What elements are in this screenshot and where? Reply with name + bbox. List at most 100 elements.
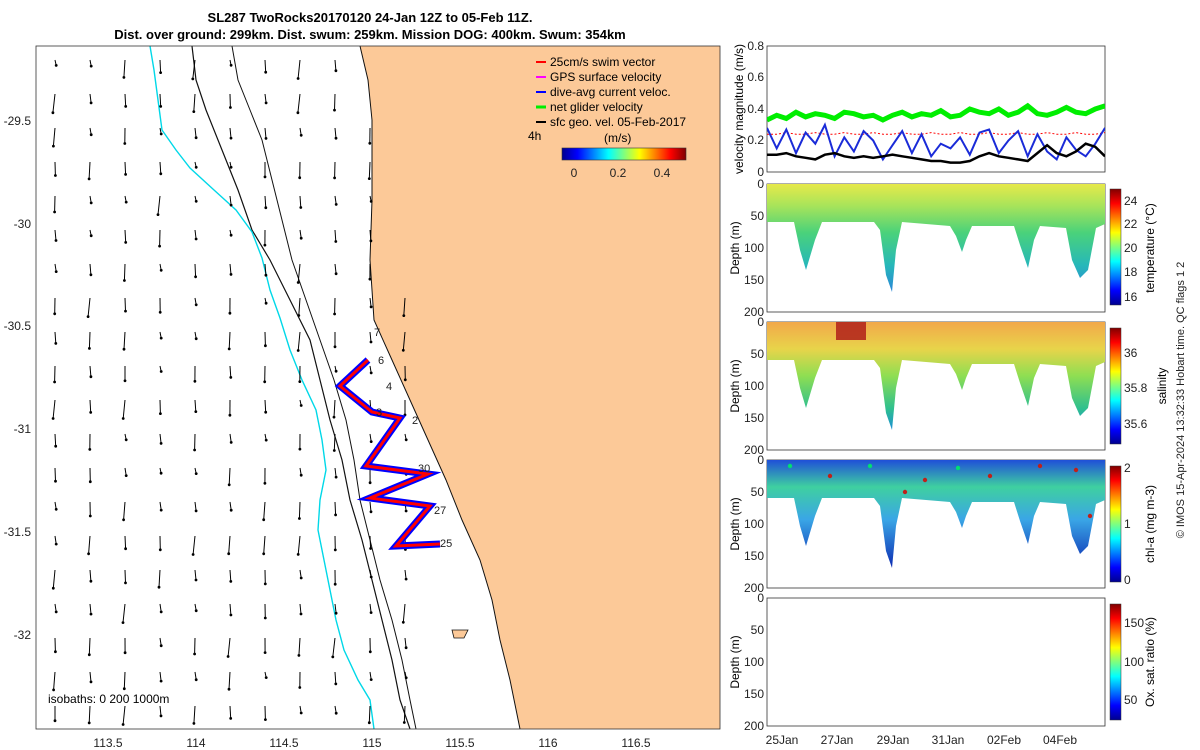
- ox-ytick-0: 0: [757, 591, 764, 605]
- current-arrow: [88, 161, 91, 179]
- current-arrow: [264, 195, 267, 208]
- current-arrow: [89, 263, 92, 275]
- current-arrow: [123, 501, 126, 520]
- ox-ytick-150: 150: [744, 687, 764, 701]
- current-arrow: [369, 331, 372, 343]
- current-arrow-head: [264, 137, 268, 140]
- current-arrow-head: [264, 70, 268, 74]
- current-arrow: [334, 467, 337, 478]
- current-arrow: [297, 263, 301, 283]
- sal-ytick-100: 100: [744, 379, 764, 393]
- current-arrow-head: [122, 347, 126, 351]
- temp-ctick-20: 20: [1124, 241, 1138, 255]
- current-arrow-head: [333, 312, 336, 316]
- ox-ctick-50: 50: [1124, 693, 1138, 707]
- oxygen-colorbar: [1109, 603, 1122, 721]
- land-area: [360, 46, 720, 729]
- current-arrow-head: [229, 273, 233, 276]
- current-arrow-head: [227, 347, 231, 351]
- current-arrow-head: [123, 651, 127, 655]
- current-arrow-head: [124, 547, 127, 551]
- current-arrow: [297, 535, 301, 555]
- current-arrow-head: [89, 234, 93, 238]
- chla-ytick-100: 100: [744, 517, 764, 531]
- map-x-ticks: 113.5 114 114.5 115 115.5 116 116.5: [93, 736, 650, 750]
- current-arrow: [53, 671, 56, 690]
- current-arrow: [263, 535, 266, 554]
- current-arrow-head: [263, 175, 267, 179]
- chla-dot: [1037, 463, 1043, 469]
- ox-ytick-100: 100: [744, 655, 764, 669]
- current-arrow: [334, 603, 337, 614]
- current-arrow-head: [369, 200, 373, 203]
- current-arrow-head: [229, 63, 233, 67]
- map-ytick-31: -31: [14, 422, 32, 436]
- map-colorbar: [561, 147, 687, 161]
- colorbar-tick-0: 0: [571, 166, 578, 180]
- current-arrow-head: [194, 237, 198, 241]
- current-arrow-head: [263, 243, 267, 247]
- colorbar-tick-0.4: 0.4: [654, 166, 671, 180]
- current-arrow-head: [299, 711, 303, 715]
- series-current: [767, 122, 1105, 162]
- map-ytick-31.5: -31.5: [4, 525, 32, 539]
- track-label-27: 27: [434, 505, 446, 517]
- current-arrow: [88, 705, 91, 723]
- current-arrow-head: [229, 376, 233, 379]
- current-arrow-head: [402, 314, 406, 317]
- chla-ctick-1: 1: [1124, 517, 1131, 531]
- current-arrow-head: [334, 711, 338, 715]
- current-arrow-head: [264, 301, 268, 305]
- current-arrow-head: [124, 200, 128, 204]
- salinity-high-patch: [836, 322, 866, 340]
- current-arrow-head: [298, 380, 302, 383]
- current-arrow-head: [298, 447, 302, 451]
- current-arrow-head: [51, 586, 55, 590]
- current-arrow: [89, 365, 92, 377]
- current-arrow: [157, 195, 161, 215]
- current-arrow-head: [159, 132, 163, 136]
- island: [451, 629, 469, 639]
- current-arrow-head: [369, 340, 373, 344]
- chla-section: [767, 460, 1105, 568]
- current-arrow-head: [263, 481, 267, 485]
- current-arrow-head: [333, 582, 337, 586]
- current-arrow-head: [264, 410, 268, 414]
- current-arrow-head: [401, 620, 405, 624]
- current-arrow-head: [122, 76, 126, 79]
- legend-swim: 25cm/s swim vector: [550, 55, 655, 69]
- current-arrow-head: [89, 133, 93, 137]
- temperature-panel: 0 50 100 150 200 Depth (m) 16 18 20 22 2…: [728, 177, 1157, 319]
- current-arrow-head: [89, 273, 93, 277]
- map-legend: 25cm/s swim vector GPS surface velocity …: [528, 55, 686, 180]
- current-arrow-head: [298, 517, 301, 520]
- series-net-glider: [767, 102, 1105, 123]
- sal-ctick-35.8: 35.8: [1124, 381, 1148, 395]
- chla-ytick-200: 200: [744, 581, 764, 595]
- current-arrow-head: [334, 69, 338, 73]
- glider-track: [334, 357, 442, 550]
- coastline: [359, 46, 521, 729]
- current-arrow-head: [89, 612, 93, 616]
- current-arrow: [122, 705, 126, 725]
- current-arrow-head: [299, 236, 303, 240]
- current-arrow: [403, 705, 406, 723]
- vel-ytick-0.4: 0.4: [747, 102, 764, 116]
- map-xtick-115.5: 115.5: [445, 736, 474, 750]
- current-arrow-head: [159, 679, 163, 683]
- current-arrow-head: [194, 165, 198, 169]
- current-arrow-head: [228, 311, 232, 315]
- current-arrow-head: [262, 518, 266, 522]
- current-arrow-head: [124, 173, 127, 176]
- current-arrow: [54, 467, 56, 482]
- current-arrow: [264, 59, 267, 73]
- current-arrow: [334, 501, 337, 515]
- current-arrow: [297, 59, 301, 79]
- current-arrow-head: [334, 475, 338, 479]
- current-arrow: [88, 637, 91, 655]
- current-arrow-head: [229, 136, 233, 140]
- temp-ytick-0: 0: [757, 177, 764, 191]
- current-arrow-head: [229, 580, 233, 583]
- ox-ctick-150: 150: [1124, 616, 1144, 630]
- current-arrow-head: [52, 144, 55, 148]
